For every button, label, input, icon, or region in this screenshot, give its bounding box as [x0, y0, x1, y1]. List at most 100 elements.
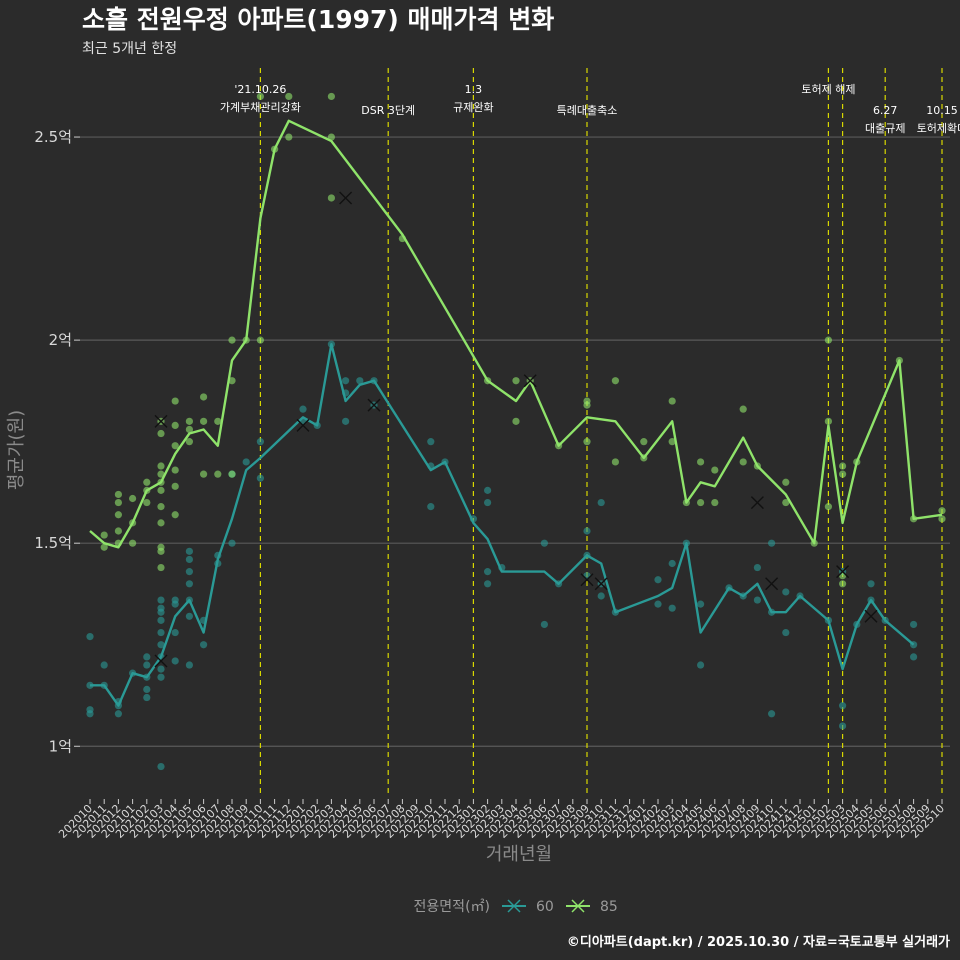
legend-cross-icon-85 — [571, 899, 585, 913]
data-point — [114, 511, 122, 519]
data-point — [484, 580, 492, 588]
data-point — [157, 547, 165, 555]
event-label: 대출규제 — [865, 122, 905, 135]
data-point — [910, 653, 918, 661]
data-point — [824, 417, 833, 425]
data-point — [285, 92, 293, 101]
data-point — [356, 377, 364, 385]
chart-subtitle: 최근 5개년 한정 — [82, 41, 177, 57]
data-point — [739, 405, 747, 413]
data-point — [143, 685, 151, 694]
data-point — [839, 462, 847, 470]
data-point — [143, 661, 151, 669]
data-point — [256, 438, 264, 446]
y-axis-ticks: 1억 1.5억 2억 2.5억 — [34, 128, 80, 755]
data-point — [611, 458, 620, 466]
data-point — [327, 133, 335, 141]
x-mark — [594, 577, 608, 591]
data-point — [185, 438, 193, 446]
chart-title: 소흘 전원우정 아파트(1997) 매매가격 변화 — [82, 5, 554, 34]
data-point — [129, 539, 137, 547]
legend-label-60: 60 — [536, 899, 554, 915]
data-point — [427, 503, 435, 511]
data-point — [824, 503, 833, 511]
x-mark — [339, 191, 353, 205]
data-point — [171, 628, 179, 637]
data-point — [143, 478, 151, 486]
data-point — [171, 466, 179, 474]
data-point — [256, 92, 264, 101]
data-point — [583, 438, 591, 446]
data-point — [200, 393, 208, 401]
legend-label-85: 85 — [600, 899, 618, 915]
series-line — [89, 119, 943, 549]
data-point — [157, 503, 165, 511]
data-point — [711, 498, 719, 507]
event-label: 6.27 — [873, 104, 898, 117]
grid-lines — [80, 136, 950, 747]
data-point — [143, 653, 151, 661]
data-point — [228, 470, 236, 478]
data-point — [839, 722, 847, 730]
event-label: 1.3 — [465, 83, 483, 96]
series-60 — [86, 340, 918, 771]
data-point — [327, 194, 335, 202]
data-point — [114, 498, 122, 507]
y-axis-label: 평균가(원) — [6, 410, 27, 490]
data-point — [782, 498, 790, 507]
data-point — [427, 438, 435, 446]
data-point — [157, 486, 165, 494]
x-mark — [367, 398, 381, 412]
chart-caption: ©디아파트(dapt.kr) / 2025.10.30 / 자료=국토교통부 실… — [567, 934, 950, 950]
x-mark — [580, 573, 594, 587]
legend-cross-icon-60 — [507, 899, 521, 913]
data-point — [157, 462, 165, 470]
data-point — [228, 336, 236, 344]
data-point — [114, 490, 122, 499]
data-point — [697, 458, 705, 466]
data-point — [824, 336, 833, 344]
data-point — [171, 600, 179, 608]
y-tick-label: 1억 — [49, 737, 72, 755]
data-point — [782, 588, 790, 596]
data-point — [782, 628, 790, 637]
data-point — [256, 474, 264, 482]
data-point — [86, 633, 94, 641]
data-point — [185, 568, 193, 576]
data-point — [228, 539, 236, 547]
data-point — [143, 498, 151, 507]
data-point — [200, 470, 208, 478]
data-point — [157, 470, 165, 478]
data-point — [753, 563, 762, 572]
y-tick-label: 1.5억 — [34, 534, 72, 552]
data-point — [640, 438, 648, 446]
data-point — [157, 519, 165, 527]
data-point — [597, 592, 605, 600]
data-point — [157, 563, 165, 572]
x-mark — [296, 418, 310, 432]
event-label: 특례대출축소 — [557, 104, 618, 117]
data-point — [540, 620, 549, 629]
data-point — [114, 710, 122, 718]
data-point — [484, 568, 492, 576]
data-point — [157, 641, 165, 649]
data-point — [157, 628, 165, 637]
data-point — [185, 555, 193, 564]
series-85 — [89, 92, 946, 588]
data-point — [753, 596, 762, 604]
data-point — [157, 762, 165, 771]
data-point — [597, 498, 605, 507]
data-point — [185, 612, 193, 620]
data-point — [839, 580, 847, 588]
data-point — [100, 661, 108, 669]
data-point — [611, 377, 620, 385]
data-point — [285, 133, 293, 141]
data-point — [782, 478, 790, 486]
data-point — [157, 616, 165, 624]
data-point — [157, 429, 165, 438]
data-point — [540, 539, 549, 547]
event-label: '21.10.26 — [234, 83, 286, 96]
data-point — [228, 377, 236, 385]
